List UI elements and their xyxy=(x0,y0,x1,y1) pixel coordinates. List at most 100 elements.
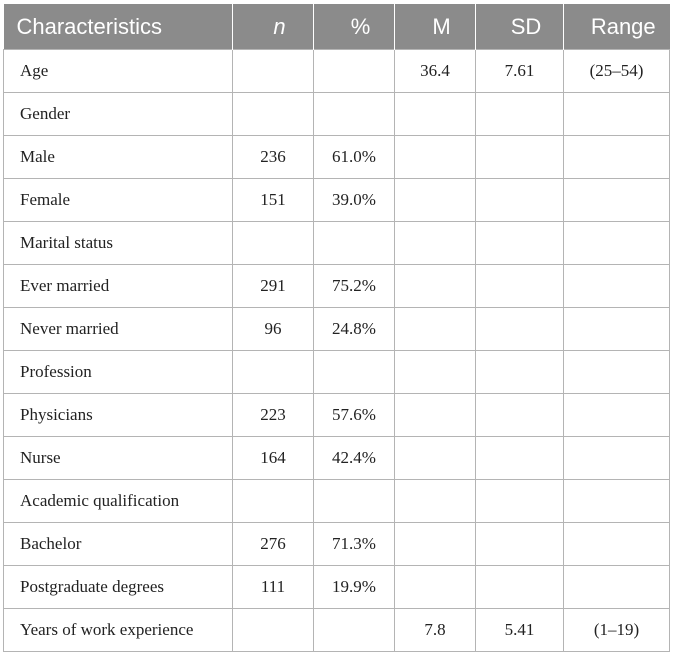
cell-characteristic: Years of work experience xyxy=(3,608,233,652)
header-row: Characteristics n % M SD Range xyxy=(3,4,670,50)
cell-percent xyxy=(313,479,395,523)
cell-n xyxy=(232,221,314,265)
cell-n: 111 xyxy=(232,565,314,609)
cell-range: (25–54) xyxy=(563,49,670,93)
cell-percent xyxy=(313,608,395,652)
cell-n: 164 xyxy=(232,436,314,480)
cell-characteristic: Age xyxy=(3,49,233,93)
table-body: Age 36.4 7.61 (25–54) Gender Male 236 61.0% Fema… xyxy=(3,49,670,652)
cell-mean xyxy=(394,393,476,437)
cell-characteristic: Profession xyxy=(3,350,233,394)
characteristics-table: Characteristics n % M SD Range Age 36.4 7.… xyxy=(3,4,670,652)
cell-sd xyxy=(475,565,564,609)
cell-range xyxy=(563,350,670,394)
table-row: Academic qualification xyxy=(3,479,670,523)
cell-mean xyxy=(394,135,476,179)
cell-sd: 5.41 xyxy=(475,608,564,652)
cell-mean xyxy=(394,350,476,394)
table-header: Characteristics n % M SD Range xyxy=(3,4,670,50)
cell-range xyxy=(563,135,670,179)
cell-sd xyxy=(475,436,564,480)
cell-percent: 75.2% xyxy=(313,264,395,308)
cell-percent: 57.6% xyxy=(313,393,395,437)
cell-characteristic: Ever married xyxy=(3,264,233,308)
cell-mean xyxy=(394,436,476,480)
cell-characteristic: Gender xyxy=(3,92,233,136)
cell-percent: 24.8% xyxy=(313,307,395,351)
cell-n: 223 xyxy=(232,393,314,437)
cell-percent: 39.0% xyxy=(313,178,395,222)
cell-mean xyxy=(394,264,476,308)
cell-range xyxy=(563,393,670,437)
table-row: Ever married 291 75.2% xyxy=(3,264,670,308)
cell-mean xyxy=(394,565,476,609)
cell-sd xyxy=(475,393,564,437)
cell-n: 276 xyxy=(232,522,314,566)
header-mean: M xyxy=(394,4,476,50)
table-row: Female 151 39.0% xyxy=(3,178,670,222)
cell-range xyxy=(563,221,670,265)
cell-n xyxy=(232,479,314,523)
table-row: Never married 96 24.8% xyxy=(3,307,670,351)
table-row: Physicians 223 57.6% xyxy=(3,393,670,437)
cell-sd xyxy=(475,178,564,222)
cell-percent: 71.3% xyxy=(313,522,395,566)
cell-characteristic: Marital status xyxy=(3,221,233,265)
cell-characteristic: Never married xyxy=(3,307,233,351)
table-row: Age 36.4 7.61 (25–54) xyxy=(3,49,670,93)
cell-range: (1–19) xyxy=(563,608,670,652)
cell-mean xyxy=(394,522,476,566)
cell-n xyxy=(232,49,314,93)
cell-sd xyxy=(475,350,564,394)
cell-percent: 42.4% xyxy=(313,436,395,480)
cell-n: 96 xyxy=(232,307,314,351)
table-row: Bachelor 276 71.3% xyxy=(3,522,670,566)
cell-range xyxy=(563,565,670,609)
cell-percent: 61.0% xyxy=(313,135,395,179)
cell-percent xyxy=(313,221,395,265)
cell-mean: 7.8 xyxy=(394,608,476,652)
cell-sd xyxy=(475,92,564,136)
cell-percent xyxy=(313,92,395,136)
header-range: Range xyxy=(563,4,670,50)
table-row: Profession xyxy=(3,350,670,394)
cell-characteristic: Postgraduate degrees xyxy=(3,565,233,609)
cell-sd xyxy=(475,135,564,179)
cell-characteristic: Male xyxy=(3,135,233,179)
cell-n: 291 xyxy=(232,264,314,308)
cell-mean: 36.4 xyxy=(394,49,476,93)
cell-range xyxy=(563,307,670,351)
cell-mean xyxy=(394,92,476,136)
cell-mean xyxy=(394,178,476,222)
table-row: Years of work experience 7.8 5.41 (1–19) xyxy=(3,608,670,652)
cell-range xyxy=(563,178,670,222)
header-n: n xyxy=(232,4,314,50)
cell-characteristic: Bachelor xyxy=(3,522,233,566)
cell-sd xyxy=(475,307,564,351)
cell-n xyxy=(232,350,314,394)
cell-range xyxy=(563,479,670,523)
table-row: Postgraduate degrees 111 19.9% xyxy=(3,565,670,609)
cell-n: 236 xyxy=(232,135,314,179)
cell-n xyxy=(232,608,314,652)
cell-range xyxy=(563,522,670,566)
cell-characteristic: Academic qualification xyxy=(3,479,233,523)
cell-percent: 19.9% xyxy=(313,565,395,609)
cell-mean xyxy=(394,479,476,523)
cell-percent xyxy=(313,350,395,394)
cell-mean xyxy=(394,221,476,265)
cell-range xyxy=(563,436,670,480)
cell-sd xyxy=(475,221,564,265)
table-row: Gender xyxy=(3,92,670,136)
cell-sd xyxy=(475,479,564,523)
header-percent: % xyxy=(313,4,395,50)
cell-characteristic: Physicians xyxy=(3,393,233,437)
header-characteristics: Characteristics xyxy=(3,4,233,50)
cell-sd: 7.61 xyxy=(475,49,564,93)
cell-mean xyxy=(394,307,476,351)
cell-range xyxy=(563,264,670,308)
cell-characteristic: Female xyxy=(3,178,233,222)
cell-characteristic: Nurse xyxy=(3,436,233,480)
table-row: Nurse 164 42.4% xyxy=(3,436,670,480)
